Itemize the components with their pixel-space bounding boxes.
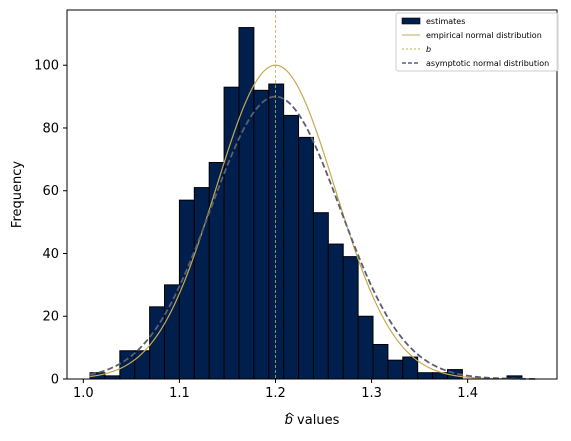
y-tick-label: 0 <box>51 373 59 388</box>
legend: estimates empirical normal distribution ba… <box>395 12 559 72</box>
y-tick-label: 60 <box>42 184 59 199</box>
x-axis-label-symbol: b <box>285 413 293 428</box>
legend-label: estimates <box>426 17 465 26</box>
curves-layer <box>89 10 537 380</box>
legend-label: b <box>426 45 431 54</box>
x-tick-label: 1.0 <box>73 386 94 401</box>
histogram-bar <box>402 356 419 380</box>
x-axis-label-suffix: values <box>293 413 340 428</box>
histogram-bar <box>312 212 329 380</box>
histogram-bar <box>372 343 389 380</box>
histogram-bar <box>134 350 151 380</box>
histogram-bar <box>223 86 240 380</box>
histogram-bar <box>327 243 344 380</box>
legend-label: empirical normal distribution <box>426 31 542 40</box>
y-axis-ticks: 0 20 40 60 80 100 <box>34 59 67 388</box>
histogram-bar <box>298 136 314 380</box>
x-tick-label: 1.2 <box>265 386 286 401</box>
x-tick-label: 1.1 <box>169 386 190 401</box>
x-axis-ticks: 1.0 1.1 1.2 1.3 1.4 <box>73 379 478 401</box>
histogram-bar <box>238 27 255 380</box>
histogram-bar <box>283 114 300 380</box>
y-tick-label: 40 <box>42 247 59 262</box>
legend-swatch-estimates <box>401 17 421 25</box>
histogram-bar <box>253 89 270 380</box>
x-axis-label-hat <box>285 412 294 417</box>
histogram-bar <box>387 359 404 380</box>
y-tick-label: 100 <box>34 59 59 74</box>
legend-box <box>395 12 559 72</box>
histogram-bar <box>357 315 374 380</box>
histogram-bar <box>268 83 285 380</box>
histogram-bar <box>417 372 434 380</box>
legend-label: asymptotic normal distribution <box>426 59 549 68</box>
x-tick-label: 1.4 <box>457 386 478 401</box>
y-tick-label: 20 <box>42 310 59 325</box>
asymptotic-normal-curve <box>89 95 537 380</box>
histogram-bar <box>342 256 359 380</box>
bars-layer <box>89 27 523 380</box>
x-axis-label: b values <box>285 413 340 428</box>
x-tick-label: 1.3 <box>361 386 382 401</box>
y-axis-label: Frequency <box>10 161 25 228</box>
empirical-normal-curve <box>89 64 537 380</box>
y-tick-label: 80 <box>42 121 59 136</box>
axes-frame <box>66 9 558 380</box>
